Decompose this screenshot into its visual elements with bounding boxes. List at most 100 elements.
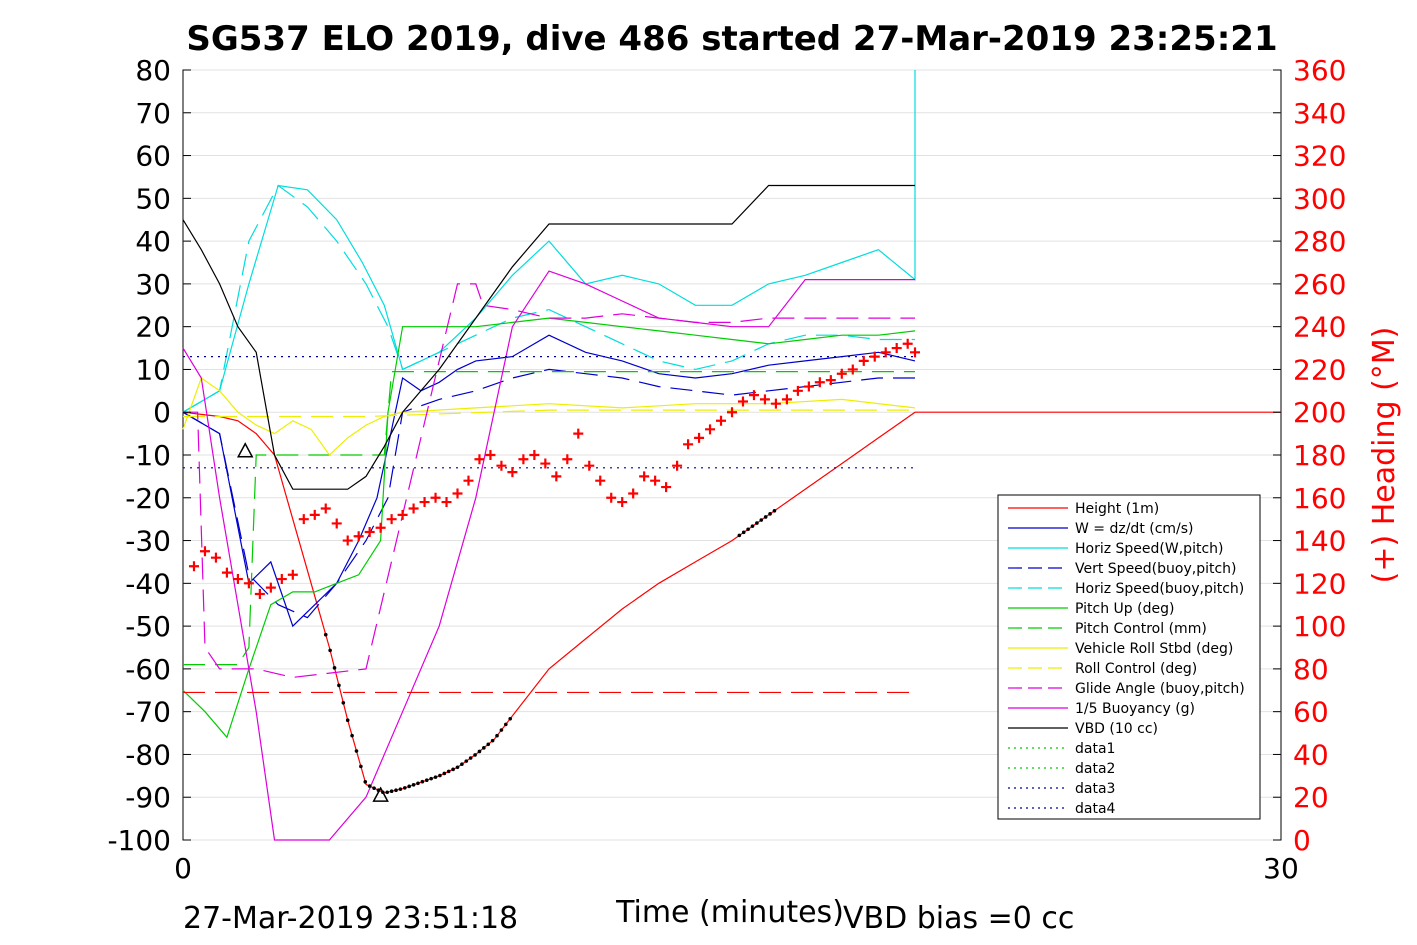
heading-point [210,552,221,563]
height-sample-dot [482,746,486,750]
heading-point [540,458,551,469]
left-tick-label: -60 [125,653,171,686]
height-sample-dot [490,738,495,743]
series-line [183,409,915,418]
height-sample-dot [495,733,499,738]
series-line [182,334,916,628]
height-sample-dot [402,786,407,790]
heading-point [595,475,606,486]
x-axis-label: Time (minutes) [615,895,844,930]
series-line [182,317,916,739]
height-sample-dot [772,508,777,513]
heading-point [803,381,814,392]
height-sample-dot [477,749,482,754]
heading-point [573,428,584,439]
legend: Height (1m) W = dz/dt (cm/s) Horiz Speed(W… [997,494,1261,820]
left-tick-label: -50 [125,610,171,643]
legend-label: W = dz/dt (cm/s) [1075,521,1194,537]
right-tick-label: 20 [1293,781,1329,814]
height-sample-dot [438,773,442,778]
heading-point [342,535,353,546]
heading-point [276,574,287,585]
height-sample-dot [451,767,455,772]
height-sample-dot [763,515,768,519]
series-line [182,368,915,619]
vbd-bias-label: VBD bias =0 cc [843,901,1074,936]
heading-point [518,454,529,465]
heading-point [847,364,858,375]
heading-point [331,518,342,529]
height-sample-dot [323,632,328,637]
right-tick-label: 140 [1293,525,1346,558]
left-tick-label: -10 [125,439,171,472]
heading-point [661,482,672,493]
height-sample-dot [420,779,425,784]
height-sample-dot [337,683,341,688]
height-sample-dot [464,759,469,763]
height-sample-dot [332,666,337,670]
height-sample-dot [398,787,403,791]
legend-label: Pitch Control (mm) [1075,621,1207,637]
height-sample-dot [755,521,759,525]
heading-point [606,492,617,503]
legend-label: Pitch Up (deg) [1075,601,1174,617]
apogee-triangle [372,786,389,802]
legend-label: data1 [1075,741,1115,757]
heading-point [386,514,397,525]
left-tick-label: -90 [125,781,171,814]
height-sample-dot [429,776,433,781]
legend-label: Height (1m) [1075,501,1159,517]
height-sample-dot [433,775,438,779]
left-tick-label: -40 [125,567,171,600]
height-sample-dot [446,769,451,774]
height-sample-dot [385,790,390,795]
height-sample-dot [328,648,332,653]
right-tick-label: 320 [1293,140,1346,173]
heading-point [309,509,320,520]
left-tick-label: 80 [135,54,171,87]
chart-title: SG537 ELO 2019, dive 486 started 27-Mar-… [186,19,1277,59]
legend-label: 1/5 Buoyancy (g) [1075,701,1195,717]
heading-point [814,377,825,388]
left-tick-label: 40 [135,225,171,258]
heading-point [353,531,364,542]
heading-point [694,432,705,443]
heading-point [672,460,683,471]
left-tick-label: 60 [135,140,171,173]
right-tick-label: 40 [1293,738,1329,771]
heading-point [737,396,748,407]
height-sample-dot [460,762,464,766]
height-sample-dot [359,764,363,769]
height-sample-dot [367,784,372,788]
heading-point [902,338,913,349]
height-sample-dot [345,718,350,723]
legend-label: VBD (10 cc) [1075,721,1158,737]
series-layer [182,70,1281,841]
left-axis-ticks: 80 70 60 50 40 30 20 10 0 -10 -20 -30 -40 -50 -60 -70 -8… [107,54,191,857]
heading-point [770,398,781,409]
heading-markers [188,338,920,600]
height-sample-dot [746,527,750,532]
height-sample-dot [411,783,416,787]
heading-point [910,347,920,358]
right-axis-ticks: 3603403203002802602402202001801601401201… [1273,54,1346,857]
heading-point [716,415,727,426]
x-axis-ticks: 0 30 [174,832,1299,885]
left-tick-label: 30 [135,268,171,301]
height-sample-dot [759,518,764,522]
heading-point [781,394,792,405]
heading-point [836,368,847,379]
heading-point [441,497,452,508]
heading-point [243,578,254,589]
height-sample-dot [508,716,513,721]
heading-point [265,582,276,593]
right-axis-label: (+) Heading (°M) [1367,327,1402,584]
left-tick-label: 70 [135,97,171,130]
heading-point [551,471,562,482]
legend-box [997,494,1261,820]
heading-point [727,407,737,418]
left-tick-label: -80 [125,738,171,771]
heading-point [452,488,463,499]
height-sample-dot [389,789,394,794]
grid-lines [183,69,1281,841]
